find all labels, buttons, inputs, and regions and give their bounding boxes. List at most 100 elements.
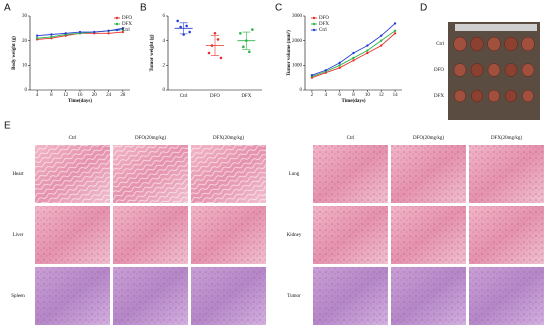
x-tick-label: 20 (92, 93, 98, 98)
panel-label: B (140, 3, 147, 14)
data-point (338, 66, 341, 70)
histology-texture (35, 145, 110, 203)
data-point (207, 51, 211, 55)
histology-texture (113, 145, 188, 203)
y-axis-label: Body weight (g) (12, 36, 17, 70)
panel-label: A (4, 3, 11, 14)
tumor (504, 36, 518, 52)
histology-texture (113, 206, 188, 264)
photo-row-label: Ctrl (436, 42, 444, 47)
data-point (216, 38, 220, 41)
row-label: Tumor (287, 294, 301, 299)
data-point (107, 29, 110, 32)
x-tick-label: DFO (210, 94, 220, 99)
y-tick-label: 10 (22, 63, 28, 68)
data-point (338, 61, 341, 65)
x-tick-label: 28 (120, 93, 126, 98)
y-tick-label: 4 (163, 39, 166, 44)
y-tick-label: 2000 (292, 39, 303, 44)
x-tick-label: 12 (379, 93, 385, 98)
histology-texture (191, 145, 266, 203)
tumor (487, 63, 501, 77)
x-tick-label: 8 (50, 93, 53, 98)
data-point (78, 30, 82, 34)
x-tick-label: 12 (63, 93, 69, 98)
y-axis-label: Tumor weight (g) (150, 34, 155, 71)
legend-marker (312, 28, 316, 32)
data-point (239, 31, 242, 35)
x-tick-label: 8 (352, 93, 355, 98)
histology-texture (313, 206, 388, 264)
x-tick-label: 16 (78, 93, 84, 98)
row-label: Lung (289, 172, 300, 177)
y-tick-label: 0 (25, 88, 28, 93)
data-point (366, 51, 369, 55)
data-point (50, 33, 53, 36)
x-tick-label: DFX (241, 94, 251, 99)
column-label: DFO(20mg/kg) (413, 136, 444, 141)
ruler (455, 24, 537, 31)
histology-texture (391, 145, 466, 203)
tumor (470, 36, 484, 52)
x-tick-label: Ctrl (180, 94, 188, 99)
data-point (121, 27, 125, 30)
data-point (251, 28, 254, 31)
histology-texture (469, 206, 544, 264)
data-point (242, 45, 245, 49)
tumor (453, 63, 467, 77)
histology-texture (469, 145, 544, 203)
row-label: Liver (13, 233, 24, 238)
tumor (488, 89, 500, 103)
legend-label: DFO (319, 16, 329, 21)
x-tick-label: 14 (393, 93, 399, 98)
legend-marker (115, 22, 119, 26)
data-point (366, 44, 369, 47)
data-point (64, 32, 67, 35)
data-point (107, 32, 110, 35)
y-tick-label: 20 (22, 39, 28, 44)
column-label: DFX(20mg/kg) (213, 136, 244, 141)
data-point (393, 29, 397, 32)
legend-label: DFX (122, 22, 132, 27)
x-tick-label: 4 (36, 93, 39, 98)
data-point (366, 49, 369, 52)
panel-label: D (420, 3, 427, 14)
data-point (393, 22, 397, 25)
histology-texture (391, 206, 466, 264)
tumor (470, 63, 484, 77)
tumor (454, 89, 466, 103)
x-tick-label: 6 (338, 93, 341, 98)
y-tick-label: 6 (163, 14, 166, 19)
tumor (471, 89, 483, 103)
data-point (393, 32, 397, 35)
data-point (35, 34, 39, 37)
data-point (93, 30, 96, 34)
tumor (453, 36, 467, 52)
data-point (213, 31, 217, 35)
y-tick-label: 2 (163, 63, 166, 68)
row-label: Kidney (287, 233, 302, 238)
data-point (179, 25, 182, 29)
data-point (185, 24, 188, 28)
x-axis-label: Time(days) (341, 99, 365, 104)
photo-row-label: DFO (434, 68, 444, 73)
panel-label: E (4, 121, 11, 132)
tumor (522, 89, 534, 103)
y-tick-label: 0 (163, 88, 166, 93)
y-tick-label: 1000 (292, 63, 303, 68)
histology-texture (191, 206, 266, 264)
data-point (352, 51, 355, 55)
data-point (121, 30, 125, 34)
error-bar (211, 35, 219, 56)
x-tick-label: 24 (106, 93, 112, 98)
data-point (35, 37, 39, 40)
data-point (338, 64, 341, 67)
row-label: Heart (12, 172, 24, 177)
column-label: DFO(20mg/kg) (135, 136, 166, 141)
y-tick-label: 3000 (292, 14, 303, 19)
y-axis-label: Tumor volume (mm³) (286, 30, 292, 76)
histology-texture (313, 267, 388, 325)
legend-label: DFO (122, 16, 132, 21)
legend-marker (312, 22, 316, 26)
